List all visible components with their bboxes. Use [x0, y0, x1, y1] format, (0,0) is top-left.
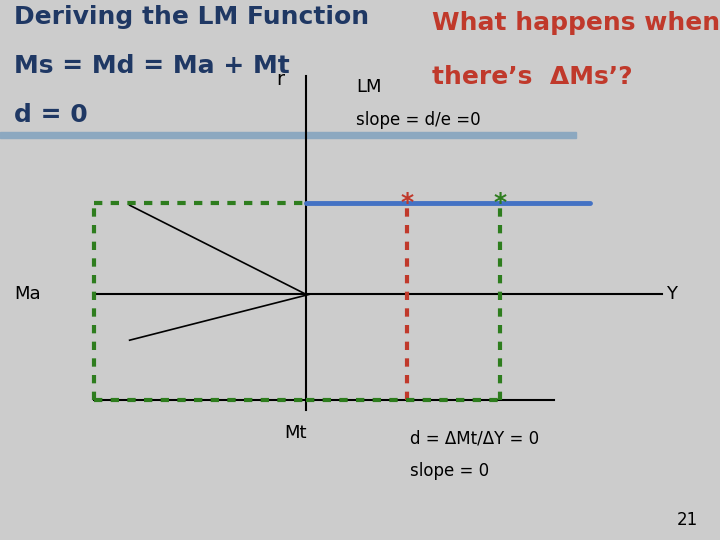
Text: slope = d/e =0: slope = d/e =0 — [356, 111, 481, 129]
Text: LM: LM — [356, 78, 382, 96]
Text: 21: 21 — [677, 511, 698, 529]
Text: Y: Y — [666, 285, 677, 303]
Bar — [0, 132, 576, 138]
Text: Mt: Mt — [284, 424, 307, 442]
Text: d = 0: d = 0 — [14, 103, 88, 126]
Text: *: * — [494, 191, 507, 214]
Text: d = ΔMt/ΔY = 0: d = ΔMt/ΔY = 0 — [410, 429, 539, 447]
Text: slope = 0: slope = 0 — [410, 462, 490, 480]
Text: Deriving the LM Function: Deriving the LM Function — [14, 5, 369, 29]
Text: What happens when: What happens when — [432, 11, 720, 35]
Text: Ma: Ma — [14, 285, 41, 303]
Text: r: r — [276, 70, 284, 89]
Text: *: * — [400, 191, 413, 214]
Text: there’s  ΔMs’?: there’s ΔMs’? — [432, 65, 633, 89]
Text: Ms = Md = Ma + Mt: Ms = Md = Ma + Mt — [14, 54, 290, 78]
